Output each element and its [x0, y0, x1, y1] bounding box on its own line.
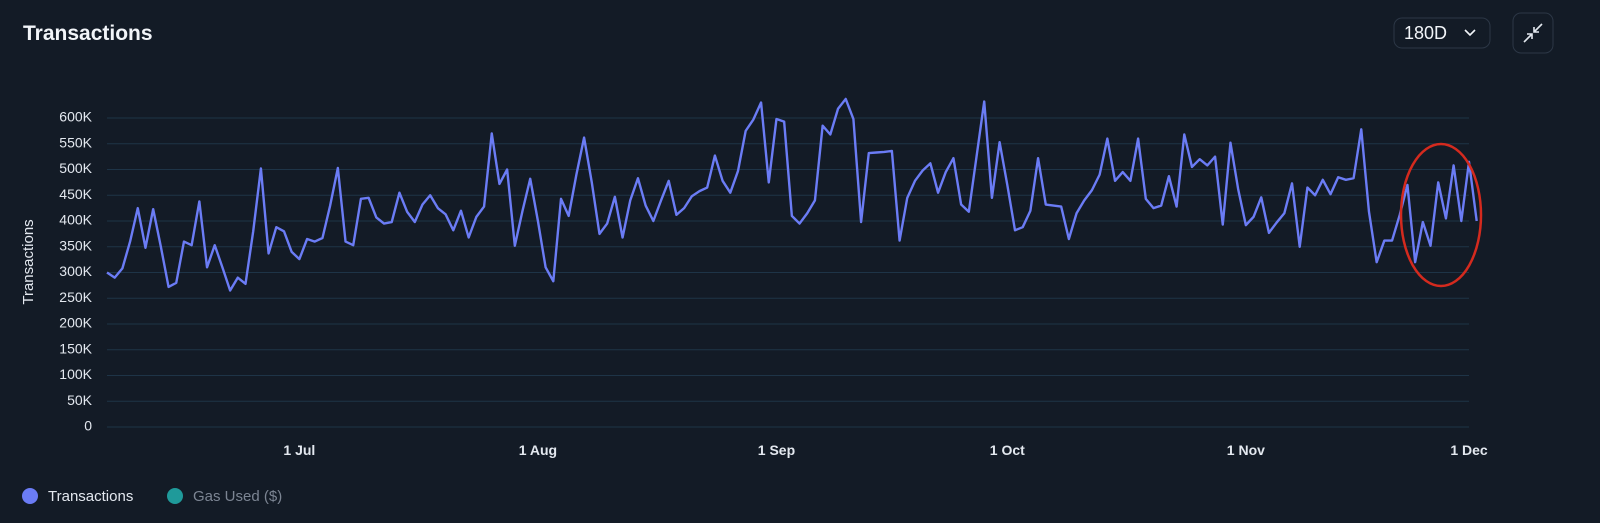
x-tick-label: 1 Oct: [990, 442, 1025, 458]
y-tick-label: 550K: [59, 134, 92, 150]
y-tick-label: 250K: [59, 289, 92, 305]
collapse-icon[interactable]: [1523, 23, 1543, 43]
x-tick-label: 1 Sep: [758, 442, 795, 458]
collapse-button[interactable]: [1512, 12, 1554, 54]
legend-swatch[interactable]: [167, 488, 183, 504]
panel-title: Transactions: [23, 22, 153, 45]
dropdown-box[interactable]: [1393, 17, 1491, 49]
x-tick-label: 1 Nov: [1227, 442, 1265, 458]
legend: Transactions Gas Used ($): [22, 488, 282, 505]
collapse-box[interactable]: [1512, 12, 1554, 54]
highlight-circle: [1399, 142, 1483, 288]
x-tick-label: 1 Dec: [1450, 442, 1488, 458]
range-dropdown[interactable]: 180D: [1393, 17, 1491, 49]
legend-label[interactable]: Transactions: [48, 488, 133, 505]
dropdown-caret[interactable]: [1464, 29, 1476, 37]
y-tick-label: 600K: [59, 109, 92, 125]
y-tick-label: 300K: [59, 263, 92, 279]
y-tick-label: 50K: [67, 392, 93, 408]
y-tick-label: 150K: [59, 340, 92, 356]
legend-label[interactable]: Gas Used ($): [193, 488, 282, 505]
y-tick-label: 450K: [59, 186, 92, 202]
plot: 0 50K 100K 150K 200K 250K 300K 350K 400K 450K 500K…: [59, 97, 1488, 458]
y-axis-label: Transactions: [20, 219, 37, 304]
y-tick-label: 350K: [59, 237, 92, 253]
legend-swatch[interactable]: [22, 488, 38, 504]
y-tick-label: 100K: [59, 366, 92, 382]
y-tick-label: 200K: [59, 315, 92, 331]
x-tick-label: 1 Jul: [283, 442, 315, 458]
dropdown-label[interactable]: 180D: [1404, 23, 1447, 43]
y-tick-label: 500K: [59, 160, 92, 176]
y-tick-label: 0: [84, 418, 92, 434]
x-tick-label: 1 Aug: [519, 442, 557, 458]
y-tick-label: 400K: [59, 212, 92, 228]
data-line: [106, 97, 1478, 292]
